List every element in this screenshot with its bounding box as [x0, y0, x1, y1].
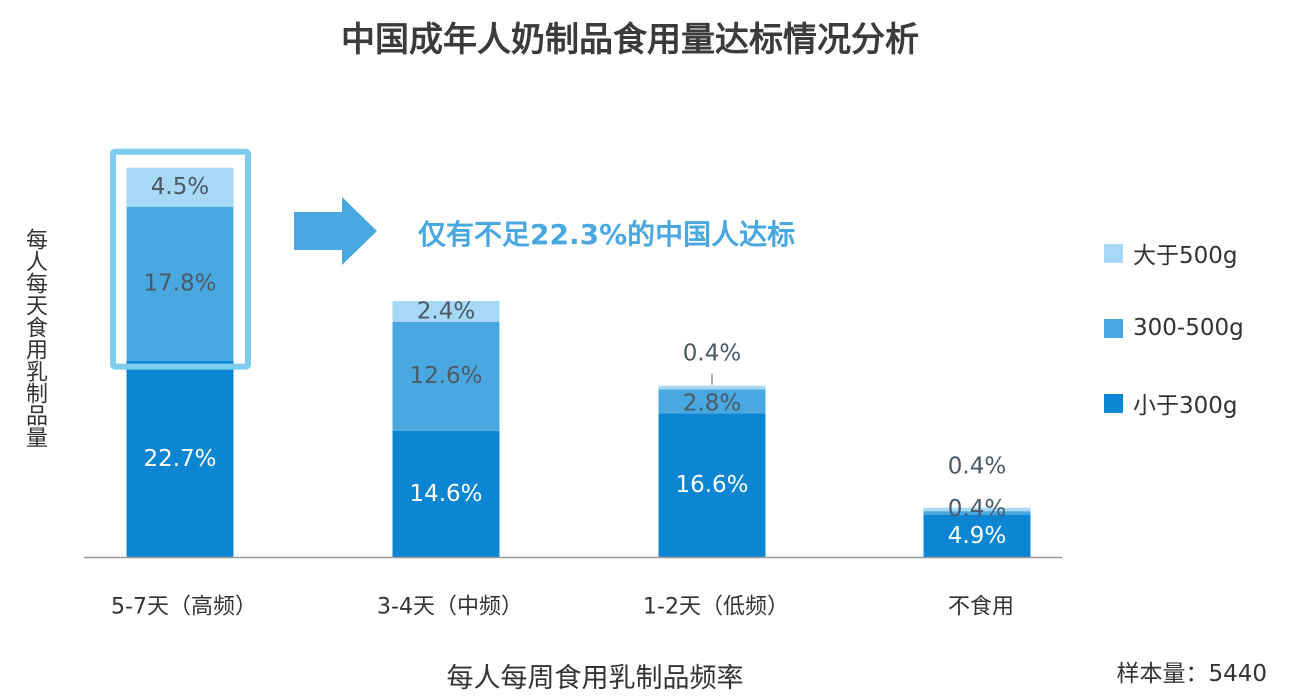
stacked-bar-chart: 22.7% 17.8% 4.5% 5-7天（高频） 14.6% 12.6% 2.4% 3-4天… — [84, 148, 1062, 620]
legend-swatch-large — [1104, 243, 1123, 263]
bar-segment-large-2 — [392, 300, 500, 322]
bar-segment-mid-1 — [126, 206, 234, 361]
data-label-small-2: 14.6% — [409, 481, 482, 507]
data-label-large-4: 0.4% — [948, 454, 1006, 480]
data-label-mid-3: 2.8% — [683, 390, 741, 416]
legend-label-mid: 300-500g — [1133, 315, 1244, 341]
legend-swatch-mid — [1104, 318, 1123, 338]
bar-segment-large-1 — [126, 167, 234, 207]
data-label-large-1: 4.5% — [151, 174, 209, 200]
x-tick-label-1: 5-7天（高频） — [111, 595, 257, 620]
y-axis-label: 每人每天食用乳制品量 — [22, 228, 47, 448]
callout-annotation: 仅有不足22.3%的中国人达标 — [418, 218, 796, 251]
legend-item-mid: 300-500g — [1104, 311, 1244, 345]
bar-segment-small-3 — [658, 413, 766, 557]
data-label-large-3: 0.4% — [683, 341, 741, 367]
bar-segment-small-2 — [392, 430, 500, 557]
data-label-mid-2: 12.6% — [409, 363, 482, 389]
arrow-icon — [294, 197, 377, 265]
x-tick-label-3: 1-2天（低频） — [643, 595, 789, 620]
bar-segment-large-4 — [923, 507, 1031, 512]
x-tick-label-4: 不食用 — [948, 595, 1014, 620]
bar-segment-large-3 — [658, 385, 766, 390]
bar-segment-mid-4 — [923, 511, 1031, 515]
data-label-mid-1: 17.8% — [143, 271, 216, 297]
bar-segment-small-1 — [126, 360, 234, 557]
data-label-small-3: 16.6% — [675, 472, 748, 498]
legend: 大于500g 300-500g 小于300g — [1104, 236, 1244, 420]
legend-label-large: 大于500g — [1133, 243, 1238, 269]
legend-swatch-small — [1104, 393, 1123, 413]
legend-item-small: 小于300g — [1104, 386, 1244, 420]
data-label-mid-4: 0.4% — [948, 496, 1006, 522]
sample-size: 样本量：5440 — [1116, 661, 1267, 687]
data-label-small-4: 4.9% — [948, 523, 1006, 549]
bar-segment-small-4 — [923, 514, 1031, 557]
chart-title: 中国成年人奶制品食用量达标情况分析 — [341, 20, 919, 60]
x-axis-label: 每人每周食用乳制品频率 — [446, 663, 744, 694]
legend-label-small: 小于300g — [1133, 393, 1238, 419]
bar-segment-mid-2 — [392, 321, 500, 431]
legend-item-large: 大于500g — [1104, 236, 1244, 270]
data-label-small-1: 22.7% — [143, 446, 216, 472]
x-tick-label-2: 3-4天（中频） — [377, 595, 523, 620]
bar-segment-mid-3 — [658, 389, 766, 414]
highlight-box — [110, 148, 251, 370]
data-label-large-2: 2.4% — [417, 298, 475, 324]
